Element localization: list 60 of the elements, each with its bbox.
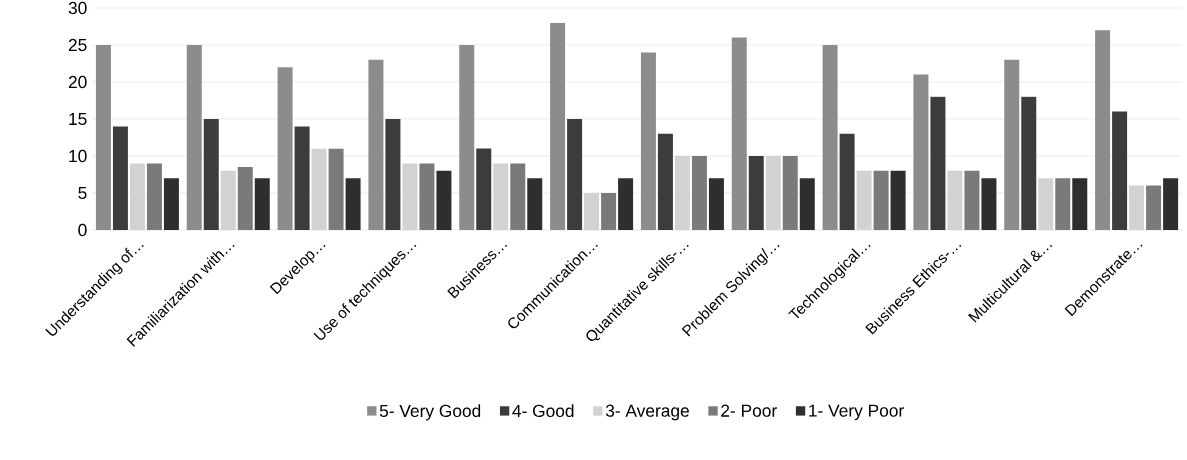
bar [345, 178, 361, 230]
bar [657, 133, 673, 230]
bar [691, 156, 707, 230]
bar [1146, 185, 1162, 230]
bar [186, 45, 202, 230]
legend-label: 5- Very Good [379, 404, 481, 421]
bar [203, 119, 219, 230]
bar [436, 170, 452, 230]
bar [964, 170, 980, 230]
y-tick-label: 30 [68, 1, 87, 15]
bar [822, 45, 838, 230]
legend-label: 4- Good [512, 404, 574, 418]
bar [873, 170, 889, 230]
bar [112, 126, 128, 230]
legend-label: 2- Poor [721, 404, 777, 417]
y-tick-label: 20 [68, 75, 87, 89]
bar [476, 148, 492, 230]
bar [601, 193, 617, 230]
y-tick-label: 10 [69, 149, 87, 163]
bar [748, 156, 764, 230]
bar [146, 163, 162, 230]
bar [328, 148, 344, 230]
bar [618, 178, 634, 230]
bar [163, 178, 179, 230]
bar [640, 52, 656, 230]
bar [419, 163, 435, 230]
bar [981, 178, 997, 230]
bar [95, 45, 111, 230]
bar [1004, 59, 1020, 230]
bar [839, 133, 855, 230]
bar [237, 167, 253, 230]
bar [913, 74, 929, 230]
legend-label: 1- Very Poor [809, 404, 904, 421]
bar [567, 119, 583, 230]
bar [459, 45, 475, 230]
bar [708, 178, 724, 230]
y-tick-label: 0 [78, 223, 87, 237]
bar [1021, 96, 1037, 230]
bar [254, 178, 270, 230]
bar [1095, 30, 1111, 230]
bar [1055, 178, 1071, 230]
bar [1072, 178, 1088, 230]
y-tick-label: 25 [68, 38, 87, 52]
bar [550, 22, 566, 230]
bar [890, 170, 906, 230]
bar [782, 156, 798, 230]
bar [799, 178, 815, 230]
bar [510, 163, 526, 230]
bar [277, 67, 293, 230]
bar [294, 126, 310, 230]
bar [1112, 111, 1128, 230]
bar [930, 96, 946, 230]
bar [1163, 178, 1179, 230]
bar [368, 59, 384, 230]
bar [527, 178, 543, 230]
legend-label: 3- Average [605, 404, 689, 421]
bar [731, 37, 747, 230]
y-tick-label: 5 [78, 186, 87, 200]
bar [385, 119, 401, 230]
y-tick-label: 15 [69, 112, 87, 126]
